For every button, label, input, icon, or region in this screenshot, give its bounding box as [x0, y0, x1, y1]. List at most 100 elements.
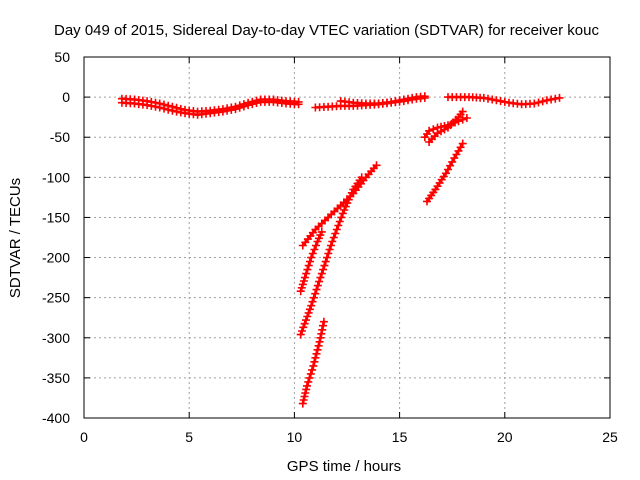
data-point	[303, 312, 312, 321]
data-point	[320, 261, 329, 270]
y-tick-label: 50	[54, 49, 70, 65]
data-point	[323, 253, 331, 262]
y-tick-label: -350	[42, 370, 70, 386]
data-point	[538, 97, 547, 106]
y-tick-label: -50	[50, 129, 70, 145]
data-point	[316, 273, 325, 282]
data-series	[423, 139, 467, 206]
data-point	[534, 98, 543, 107]
data-point	[429, 125, 438, 134]
data-point	[309, 293, 318, 302]
data-point	[357, 173, 366, 182]
y-tick-label: -200	[42, 250, 70, 266]
data-point	[299, 323, 308, 332]
data-point	[304, 261, 313, 270]
data-point	[458, 139, 467, 148]
data-series	[117, 97, 303, 119]
data-traces	[117, 92, 564, 408]
x-tick-label: 20	[497, 429, 513, 445]
data-point	[239, 102, 248, 111]
plot-frame	[83, 56, 611, 419]
data-point	[317, 227, 326, 236]
data-point	[315, 277, 324, 286]
data-point	[341, 202, 350, 211]
data-point	[306, 257, 314, 266]
y-axis-label: SDTVAR / TECUs	[7, 178, 24, 298]
data-series	[296, 173, 366, 339]
data-point	[252, 99, 261, 107]
data-series	[444, 93, 564, 109]
data-point	[437, 127, 445, 136]
data-point	[304, 377, 313, 386]
data-point	[321, 257, 330, 266]
data-point	[458, 115, 467, 124]
data-point	[425, 126, 434, 135]
data-point	[235, 103, 244, 112]
data-point	[530, 99, 539, 108]
data-point	[372, 161, 381, 170]
y-tick-label: -250	[42, 290, 70, 306]
data-point	[314, 341, 323, 350]
data-point	[155, 103, 164, 112]
x-tick-label: 0	[80, 429, 88, 445]
data-point	[332, 225, 341, 234]
y-tick-label: 0	[62, 89, 70, 105]
data-point	[462, 114, 471, 122]
data-point	[337, 213, 346, 222]
data-point	[319, 321, 327, 330]
data-point	[303, 265, 312, 274]
data-series	[336, 92, 429, 108]
data-point	[300, 319, 309, 328]
data-point	[311, 353, 320, 362]
data-point	[420, 92, 429, 101]
data-point	[302, 316, 310, 325]
data-point	[329, 233, 338, 242]
data-point	[294, 100, 303, 109]
y-tick-label: -400	[42, 410, 70, 426]
data-point	[298, 399, 307, 408]
chart-title: Day 049 of 2015, Sidereal Day-to-day VTE…	[54, 22, 599, 39]
data-point	[308, 297, 317, 306]
data-point	[312, 349, 321, 358]
data-point	[302, 269, 311, 278]
data-point	[305, 305, 314, 314]
data-point	[244, 101, 253, 110]
y-tick-label: -150	[42, 209, 70, 225]
data-series	[425, 107, 467, 146]
data-series	[296, 227, 326, 296]
x-tick-label: 5	[185, 429, 193, 445]
data-point	[312, 241, 320, 250]
data-point	[306, 369, 315, 378]
data-point	[231, 105, 240, 114]
data-point	[308, 249, 317, 258]
data-point	[328, 237, 337, 246]
data-point	[319, 265, 328, 274]
data-point	[344, 195, 353, 204]
data-point	[304, 308, 313, 317]
data-point	[317, 269, 326, 278]
data-point	[335, 217, 344, 226]
data-point	[305, 373, 314, 382]
data-point	[303, 381, 311, 390]
y-tick-label: -100	[42, 169, 70, 185]
data-series	[298, 317, 328, 408]
data-point	[319, 317, 328, 326]
data-point	[313, 281, 322, 290]
data-point	[324, 249, 333, 258]
data-point	[310, 245, 319, 254]
data-point	[301, 389, 310, 397]
x-tick-label: 25	[602, 429, 618, 445]
x-tick-label: 15	[392, 429, 408, 445]
data-point	[168, 106, 177, 115]
x-tick-labels: 0 5 10 15 20 25	[80, 429, 618, 445]
data-point	[298, 327, 306, 335]
x-tick-label: 10	[287, 429, 303, 445]
data-point	[308, 365, 317, 374]
y-tick-label: -300	[42, 330, 70, 346]
data-point	[313, 345, 322, 354]
data-point	[317, 329, 326, 338]
data-point	[300, 273, 309, 282]
data-series	[420, 114, 471, 142]
axis-ticks	[83, 56, 611, 419]
data-point	[160, 104, 168, 113]
